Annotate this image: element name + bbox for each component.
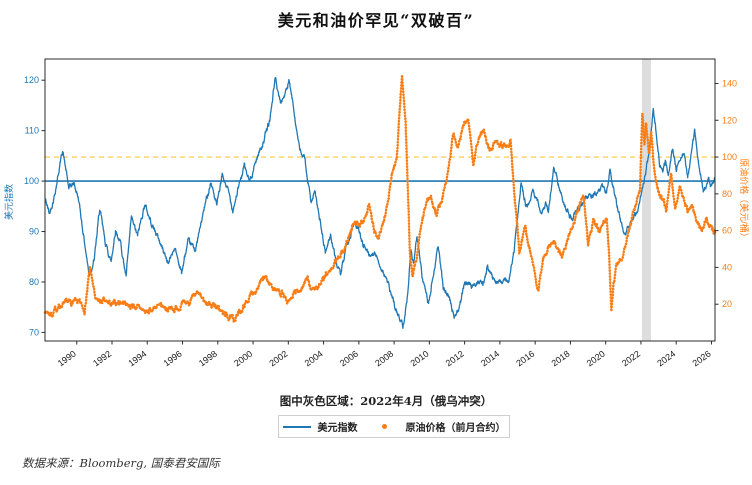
oil-dot-swatch <box>381 424 387 429</box>
svg-text:2008: 2008 <box>373 349 395 369</box>
svg-text:100: 100 <box>24 176 39 186</box>
legend-item-usd-index: 美元指数 <box>282 419 358 434</box>
svg-text:120: 120 <box>722 115 737 125</box>
svg-text:2006: 2006 <box>338 349 360 369</box>
svg-text:20: 20 <box>722 299 732 309</box>
usd-index-line <box>44 76 716 329</box>
svg-text:80: 80 <box>29 277 39 287</box>
svg-text:2016: 2016 <box>514 349 536 369</box>
svg-text:2000: 2000 <box>232 349 254 369</box>
oil-price-line <box>43 73 717 324</box>
svg-text:60: 60 <box>722 226 732 236</box>
right-axis-ticks: 20 40 60 80 100 120 140 <box>715 78 737 309</box>
usd-line-swatch <box>282 425 311 428</box>
svg-text:110: 110 <box>25 126 39 136</box>
svg-text:80: 80 <box>722 189 732 199</box>
legend-item-oil-price: 原油价格（前月合约） <box>368 419 506 434</box>
svg-text:1998: 1998 <box>197 349 219 369</box>
plot-frame <box>44 58 716 342</box>
svg-text:120: 120 <box>24 75 39 85</box>
svg-text:1996: 1996 <box>162 349 184 369</box>
svg-text:2026: 2026 <box>691 349 713 369</box>
svg-text:1990: 1990 <box>56 349 78 369</box>
svg-text:2024: 2024 <box>655 349 677 369</box>
svg-text:2010: 2010 <box>408 349 430 369</box>
svg-text:2022: 2022 <box>620 349 642 369</box>
x-axis-ticks: 1990 1992 1994 1996 1998 2000 2002 2004 2006 2008… <box>56 341 713 368</box>
svg-text:90: 90 <box>29 227 39 237</box>
svg-text:1992: 1992 <box>91 349 113 369</box>
svg-text:2002: 2002 <box>267 349 289 369</box>
legend-label-oil: 原油价格（前月合约） <box>405 423 506 434</box>
svg-text:2004: 2004 <box>303 349 325 369</box>
grey-band-note: 图中灰色区域：2022年4月（俄乌冲突） <box>279 394 493 408</box>
svg-text:2018: 2018 <box>549 349 571 369</box>
event-band-2022 <box>642 59 651 341</box>
svg-text:1994: 1994 <box>126 349 148 369</box>
svg-text:2012: 2012 <box>444 349 466 369</box>
data-source: 数据来源：Bloomberg, 国泰君安国际 <box>22 456 220 470</box>
right-axis-title: 原油价格（美元/桶） <box>739 158 750 242</box>
left-axis-ticks: 70 80 90 100 110 120 <box>24 75 45 337</box>
svg-text:70: 70 <box>29 327 39 337</box>
legend-box: 美元指数 原油价格（前月合约） <box>278 415 510 438</box>
svg-text:2020: 2020 <box>585 349 607 369</box>
legend-label-usd: 美元指数 <box>317 423 358 434</box>
chart-title: 美元和油价罕见“双破百” <box>277 11 475 30</box>
chart-canvas: 1990 1992 1994 1996 1998 2000 2002 2004 2006 2008… <box>3 58 750 368</box>
svg-text:40: 40 <box>722 262 732 272</box>
svg-text:2014: 2014 <box>479 349 501 369</box>
svg-text:100: 100 <box>722 152 737 162</box>
left-axis-title: 美元指数 <box>3 184 14 220</box>
svg-text:140: 140 <box>722 78 737 88</box>
